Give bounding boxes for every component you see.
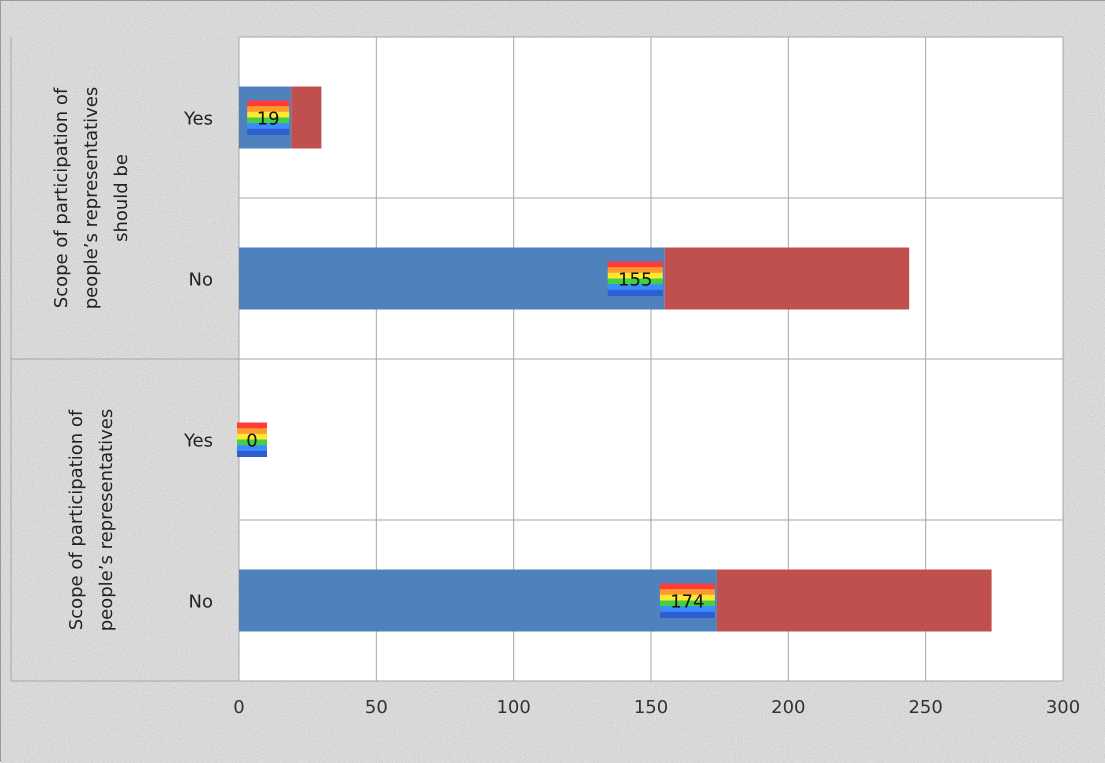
y-axis-category-labels: Yes No Yes No [183, 109, 213, 613]
data-label-band [659, 611, 715, 618]
group-label: Scope of participation of people’s repres… [51, 87, 132, 310]
bar-segment-series-1 [716, 569, 992, 632]
data-label-text: 19 [257, 109, 280, 130]
data-label-text: 155 [618, 270, 652, 291]
data-label-band [247, 128, 290, 135]
category-separators [10, 37, 1063, 682]
group-label-line: Scope of participation of [51, 87, 72, 308]
data-labels: 19 155 0 174 [237, 100, 715, 618]
data-label-band [607, 278, 663, 285]
group-label-line: people’s representatives [81, 87, 102, 310]
data-label-band [659, 606, 715, 613]
data-label-band [247, 117, 290, 124]
group-label-line: people’s representatives [96, 409, 117, 632]
category-label: No [189, 270, 213, 291]
category-label: No [189, 592, 213, 613]
group-label: Scope of participation of people’s repres… [66, 409, 117, 632]
data-label-155: 155 [607, 261, 663, 296]
data-label-text: 174 [670, 592, 704, 613]
data-label-band [237, 450, 267, 457]
x-tick-label: 50 [365, 697, 388, 718]
data-label-19: 19 [247, 100, 290, 135]
x-tick-label: 100 [496, 697, 530, 718]
bar-segment-series-1 [664, 247, 910, 310]
data-label-band [607, 272, 663, 279]
group-label-line: should be [111, 154, 132, 242]
data-label-band [247, 111, 290, 118]
group-label-line: Scope of participation of [66, 409, 87, 630]
data-label-band [659, 594, 715, 601]
data-label-band [607, 289, 663, 296]
data-label-band [659, 600, 715, 607]
x-axis-tick-labels: 0 50 100 150 200 250 300 [233, 697, 1080, 718]
data-label-band [607, 261, 663, 268]
data-label-174: 174 [659, 583, 715, 618]
data-label-band [659, 589, 715, 596]
x-tick-label: 300 [1046, 697, 1080, 718]
bars [239, 86, 992, 632]
data-label-band [237, 445, 267, 452]
category-label: Yes [183, 431, 213, 452]
x-tick-label: 0 [233, 697, 244, 718]
bar-segment-series-0 [239, 247, 665, 310]
y-axis-group-labels: Scope of participation of people’s repres… [51, 87, 132, 632]
data-label-band [237, 422, 267, 429]
bar-segment-series-1 [291, 86, 322, 149]
data-label-0: 0 [237, 422, 267, 457]
data-label-band [237, 433, 267, 440]
data-label-band [237, 439, 267, 446]
data-label-band [247, 100, 290, 107]
data-label-band [247, 123, 290, 130]
category-label: Yes [183, 109, 213, 130]
data-label-band [237, 428, 267, 435]
bar-segment-series-0 [239, 569, 717, 632]
x-tick-label: 150 [634, 697, 668, 718]
data-label-band [247, 106, 290, 113]
data-label-band [659, 583, 715, 590]
data-label-text: 0 [246, 431, 257, 452]
data-label-band [607, 284, 663, 291]
x-tick-label: 250 [908, 697, 942, 718]
data-label-band [607, 267, 663, 274]
x-tick-label: 200 [771, 697, 805, 718]
